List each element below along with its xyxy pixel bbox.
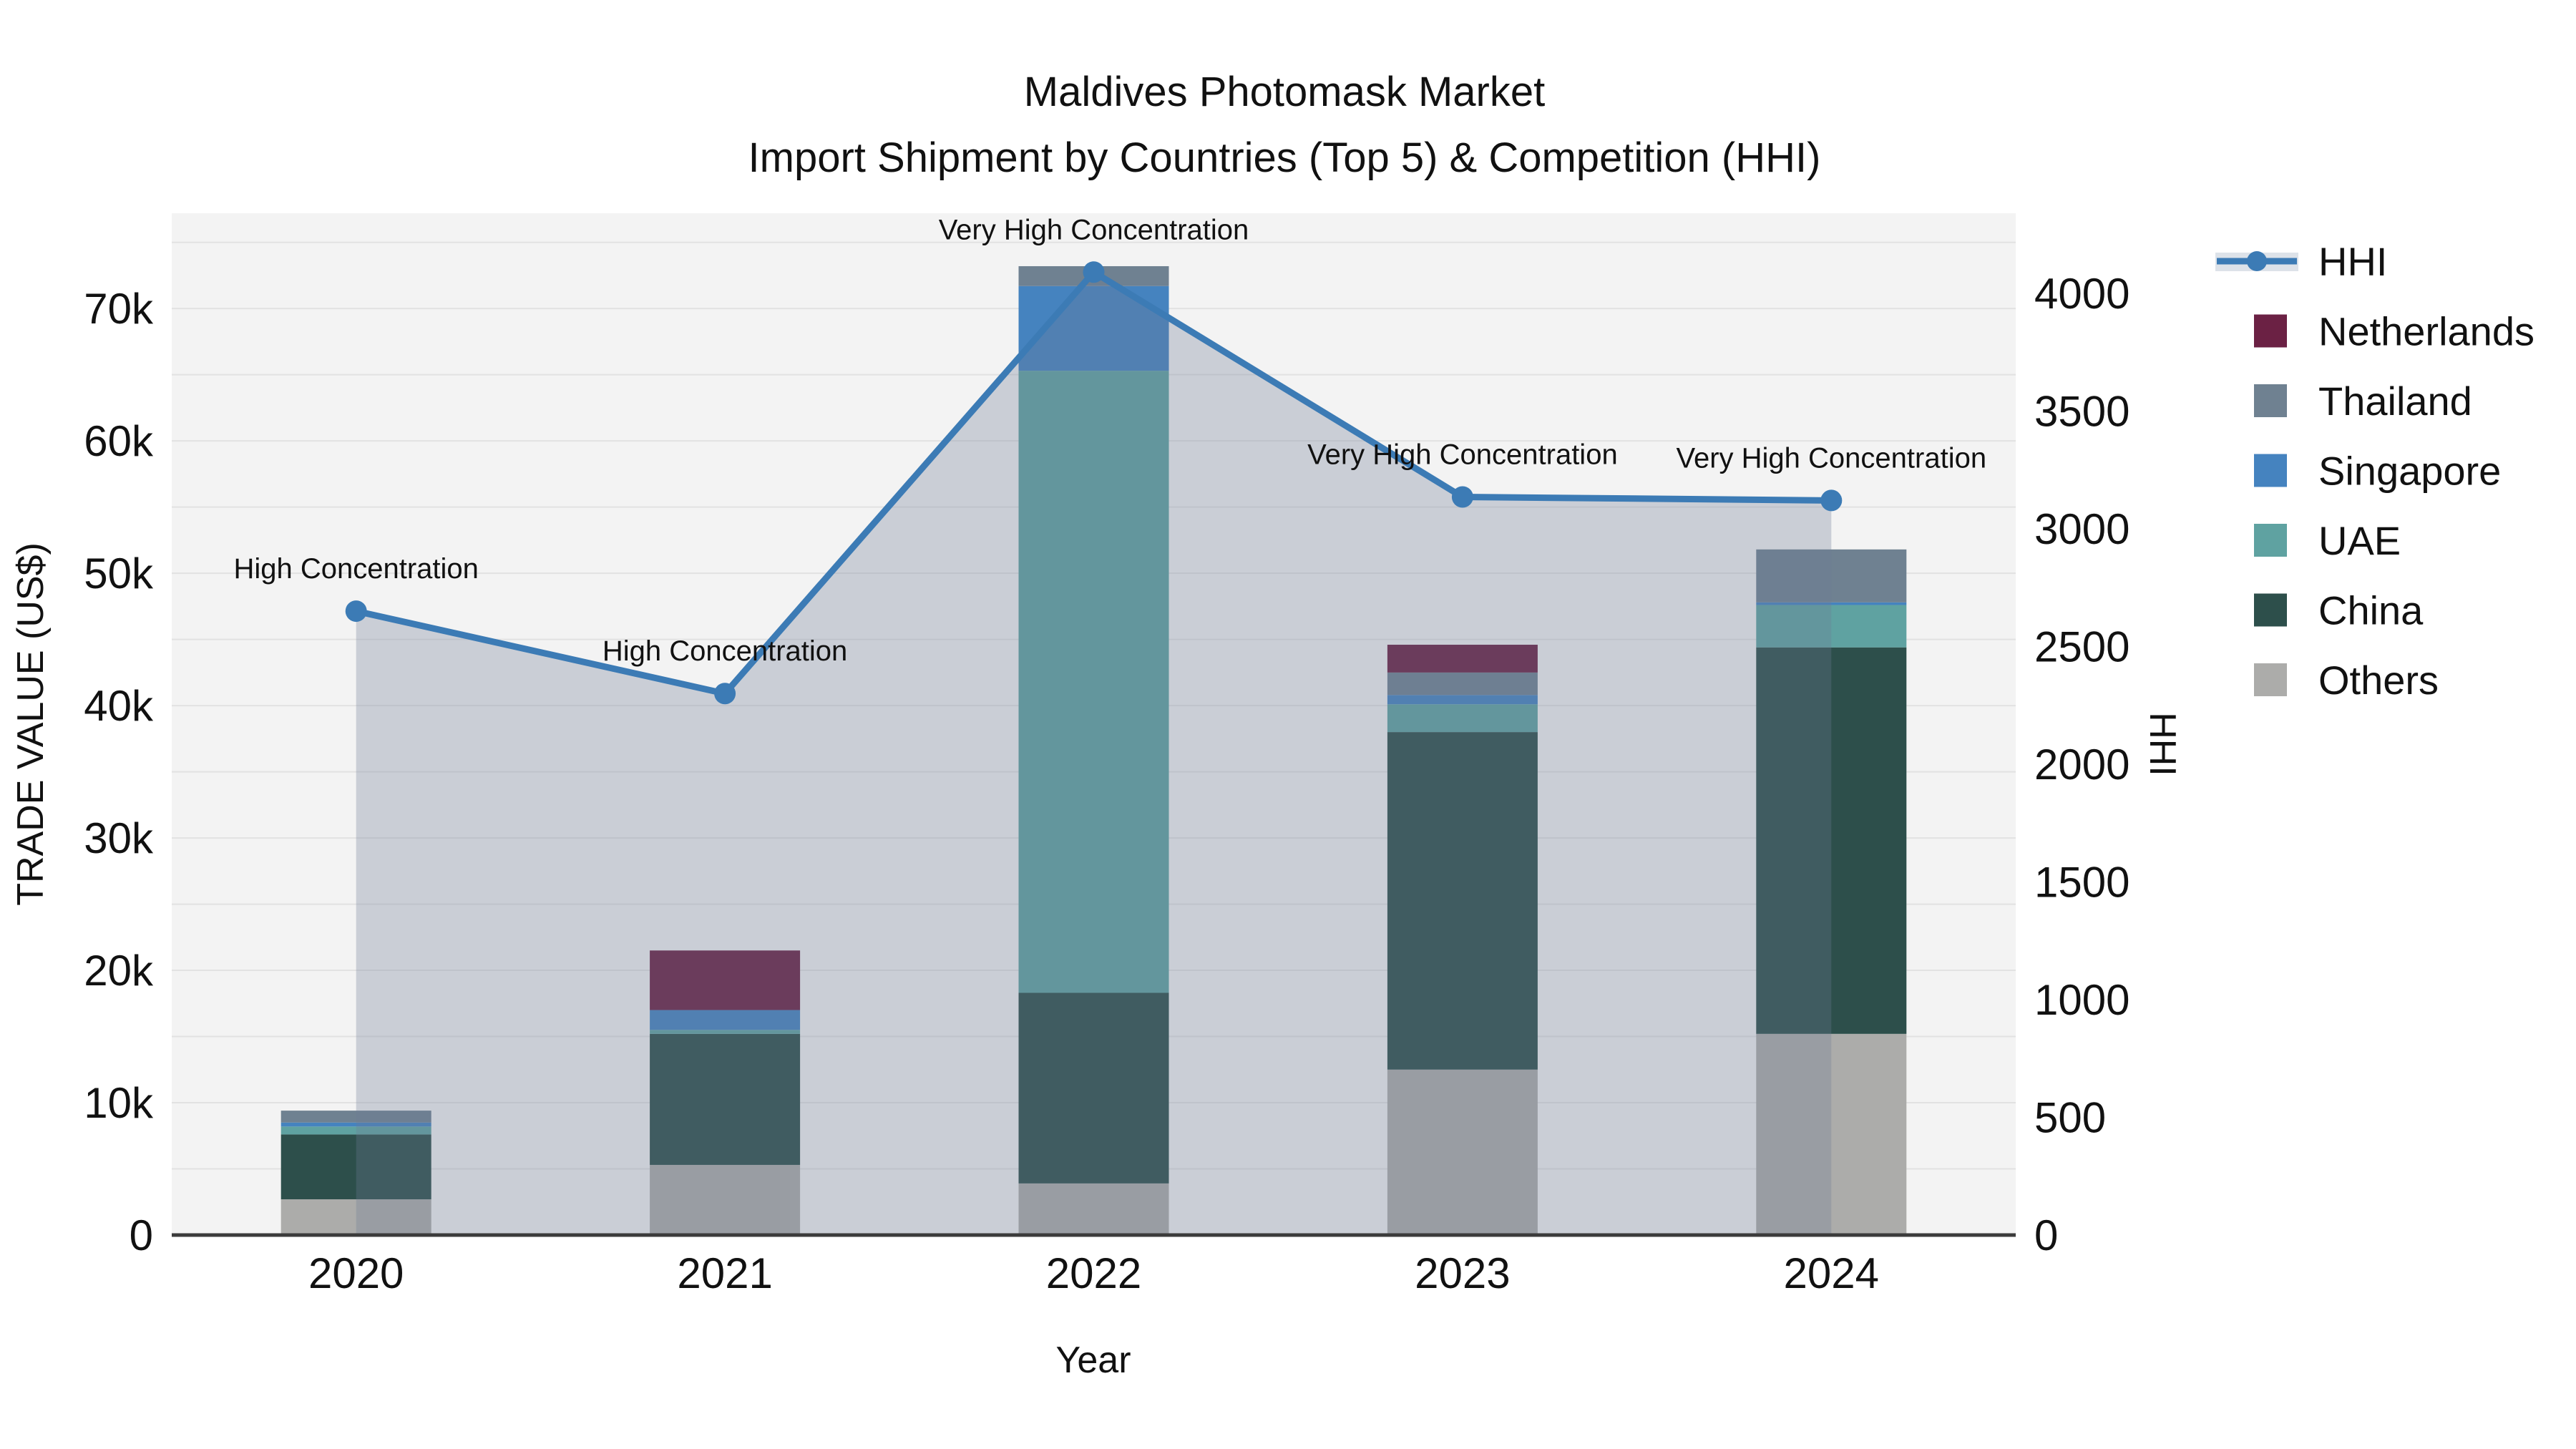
chart-title-line2: Import Shipment by Countries (Top 5) & C… (748, 135, 1821, 181)
left-axis-tick-label: 60k (84, 417, 154, 465)
legend-label[interactable]: Netherlands (2318, 309, 2534, 354)
hhi-marker-2021 (714, 683, 736, 705)
bar-segment-others-2022 (1018, 1183, 1169, 1235)
legend-label[interactable]: Thailand (2318, 379, 2472, 424)
right-axis-tick-label: 3000 (2034, 505, 2129, 553)
bar-segment-netherlands-2021 (650, 950, 801, 1010)
bar-segment-others-2023 (1387, 1069, 1538, 1235)
left-axis-tick-label: 0 (130, 1211, 153, 1259)
x-axis-ticks: 2020 2021 2022 2023 2024 (308, 1249, 1879, 1297)
x-axis-tick-label: 2022 (1046, 1249, 1141, 1297)
bar-segment-uae-2023 (1387, 704, 1538, 733)
bar-segment-china-2024 (1756, 647, 1907, 1034)
left-axis-tick-label: 30k (84, 814, 154, 862)
bar-segment-china-2023 (1387, 732, 1538, 1070)
bar-segment-thailand-2020 (280, 1111, 431, 1123)
left-axis-ticks: 0 10k 20k 30k 40k 50k 60k 70k (84, 285, 154, 1259)
bar-segment-others-2021 (650, 1164, 801, 1235)
legend-item-uae[interactable]: UAE (2254, 518, 2401, 563)
hhi-area-fill (356, 272, 1832, 1235)
x-axis-tick-label: 2020 (308, 1249, 404, 1297)
x-axis-tick-label: 2023 (1415, 1249, 1510, 1297)
annotation-2024: Very High Concentration (1677, 442, 1987, 474)
legend-item-thailand[interactable]: Thailand (2254, 379, 2472, 424)
hhi-marker-2023 (1451, 486, 1473, 508)
legend-label[interactable]: China (2318, 588, 2424, 633)
legend-label[interactable]: Singapore (2318, 449, 2501, 494)
hhi-marker-2022 (1083, 261, 1105, 283)
annotation-2023: Very High Concentration (1307, 439, 1618, 470)
hhi-line-group (345, 261, 1843, 705)
legend-label[interactable]: HHI (2318, 239, 2387, 284)
legend-swatch-uae (2254, 524, 2287, 557)
left-axis-tick-label: 70k (84, 285, 154, 333)
bar-segment-thailand-2024 (1756, 549, 1907, 602)
bar-segment-others-2020 (280, 1199, 431, 1235)
bar-segment-uae-2021 (650, 1030, 801, 1034)
legend-item-china[interactable]: China (2254, 588, 2424, 633)
legend-label[interactable]: Others (2318, 658, 2439, 703)
legend-label[interactable]: UAE (2318, 518, 2401, 563)
legend: HHI Netherlands Thailand Singapore UAE China O… (2215, 239, 2534, 703)
bar-segment-thailand-2023 (1387, 672, 1538, 696)
annotation-2020: High Concentration (233, 553, 478, 585)
bar-segment-others-2024 (1756, 1033, 1907, 1235)
bars-group (280, 265, 1907, 1235)
bar-segment-uae-2020 (280, 1126, 431, 1135)
chart-title-line1: Maldives Photomask Market (1024, 69, 1545, 115)
left-axis-tick-label: 10k (84, 1079, 154, 1127)
bar-segment-uae-2022 (1018, 371, 1169, 993)
bar-segment-singapore-2021 (650, 1010, 801, 1030)
right-axis-ticks: 0 500 1000 1500 2000 2500 3000 3500 4000 (2034, 270, 2129, 1259)
bar-segment-china-2020 (280, 1134, 431, 1200)
right-axis-title: HHI (2142, 712, 2183, 776)
bar-segment-china-2021 (650, 1033, 801, 1165)
bar-segment-china-2022 (1018, 992, 1169, 1184)
bar-segment-uae-2024 (1756, 605, 1907, 648)
right-axis-tick-label: 0 (2034, 1211, 2058, 1259)
legend-swatch-others (2254, 663, 2287, 696)
hhi-marker-2024 (1820, 489, 1843, 512)
right-axis-tick-label: 1500 (2034, 858, 2129, 906)
right-axis-tick-label: 2000 (2034, 741, 2129, 789)
legend-item-hhi[interactable]: HHI (2215, 239, 2387, 284)
x-axis-title: Year (1055, 1340, 1131, 1381)
bar-segment-singapore-2020 (280, 1122, 431, 1127)
bar-segment-singapore-2024 (1756, 602, 1907, 605)
x-axis-tick-label: 2024 (1784, 1249, 1879, 1297)
legend-item-others[interactable]: Others (2254, 658, 2439, 703)
legend-swatch-china (2254, 593, 2287, 627)
left-axis-tick-label: 50k (84, 550, 154, 597)
annotation-2021: High Concentration (602, 635, 847, 667)
right-axis-tick-label: 4000 (2034, 270, 2129, 318)
legend-swatch-netherlands (2254, 314, 2287, 348)
annotations-group: High Concentration High Concentration Very… (233, 214, 1986, 667)
hhi-area-group (356, 272, 1832, 1235)
legend-item-netherlands[interactable]: Netherlands (2254, 309, 2534, 354)
annotation-2022: Very High Concentration (939, 214, 1249, 245)
x-axis-tick-label: 2021 (677, 1249, 772, 1297)
hhi-marker-2020 (345, 600, 367, 623)
legend-item-singapore[interactable]: Singapore (2254, 449, 2501, 494)
left-axis-title: TRADE VALUE (US$) (10, 542, 52, 906)
right-axis-tick-label: 3500 (2034, 387, 2129, 435)
bar-segment-netherlands-2023 (1387, 645, 1538, 673)
left-axis-tick-label: 40k (84, 682, 154, 730)
bar-segment-singapore-2023 (1387, 695, 1538, 705)
left-axis-tick-label: 20k (84, 947, 154, 995)
legend-swatch-thailand (2254, 384, 2287, 417)
legend-hhi-marker-sample (2247, 251, 2267, 271)
legend-swatch-singapore (2254, 454, 2287, 487)
right-axis-tick-label: 500 (2034, 1093, 2106, 1141)
right-axis-tick-label: 2500 (2034, 623, 2129, 670)
right-axis-tick-label: 1000 (2034, 976, 2129, 1024)
